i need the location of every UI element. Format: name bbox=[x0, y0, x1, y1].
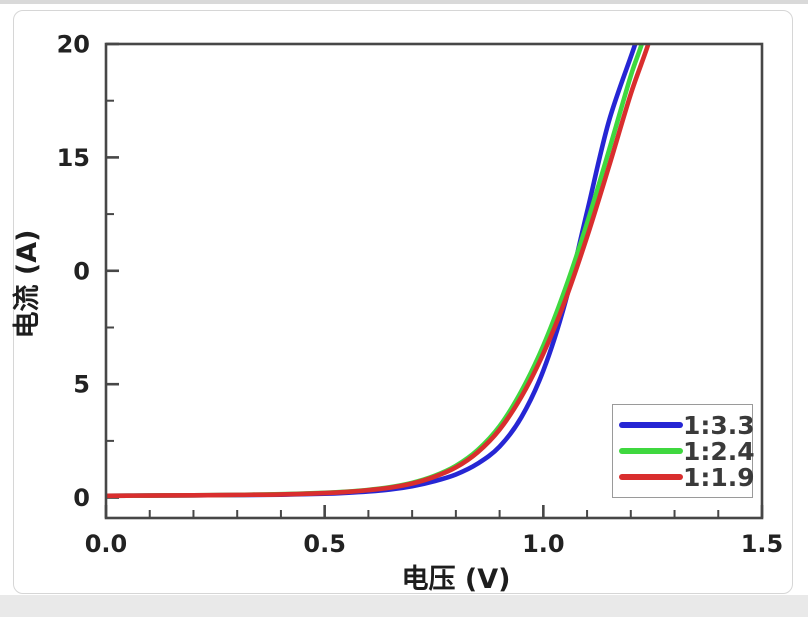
legend-entry: 1:2.4 bbox=[619, 438, 755, 464]
curve-1:3.3 bbox=[106, 44, 638, 499]
x-tick-label: 0.5 bbox=[303, 530, 346, 558]
y-tick-label: 5 bbox=[73, 371, 90, 399]
x-tick-label: 1.5 bbox=[741, 530, 784, 558]
legend-label: 1:1.9 bbox=[683, 462, 755, 492]
legend: 1:3.3 1:2.4 1:1.9 bbox=[612, 404, 755, 498]
y-tick-label: 20 bbox=[57, 31, 90, 59]
y-tick-label: 0 bbox=[73, 257, 90, 285]
page-background-band bbox=[0, 595, 808, 617]
x-tick-label: 0.0 bbox=[85, 530, 128, 558]
x-axis-title: 电压 (V) bbox=[402, 564, 511, 595]
legend-line-red bbox=[619, 474, 683, 480]
legend-line-green bbox=[619, 448, 683, 454]
x-tick-label: 1.0 bbox=[522, 530, 565, 558]
legend-entry: 1:3.3 bbox=[619, 412, 755, 438]
axis-tick-labels: 0.0 0.5 1.0 1.5 0 5 0 15 20 bbox=[57, 31, 784, 559]
y-tick-label: 15 bbox=[57, 144, 90, 172]
legend-label: 1:2.4 bbox=[683, 436, 755, 466]
curve-1:1.9 bbox=[106, 44, 651, 499]
top-divider bbox=[0, 0, 808, 4]
legend-label: 1:3.3 bbox=[683, 410, 755, 440]
legend-entry: 1:1.9 bbox=[619, 464, 755, 490]
plot-frame bbox=[104, 42, 764, 520]
curve-1:2.4 bbox=[106, 44, 645, 499]
y-tick-label: 0 bbox=[73, 484, 90, 512]
data-curves bbox=[106, 44, 651, 499]
legend-line-blue bbox=[619, 422, 683, 428]
y-axis-title: 电流 (A) bbox=[12, 230, 43, 339]
